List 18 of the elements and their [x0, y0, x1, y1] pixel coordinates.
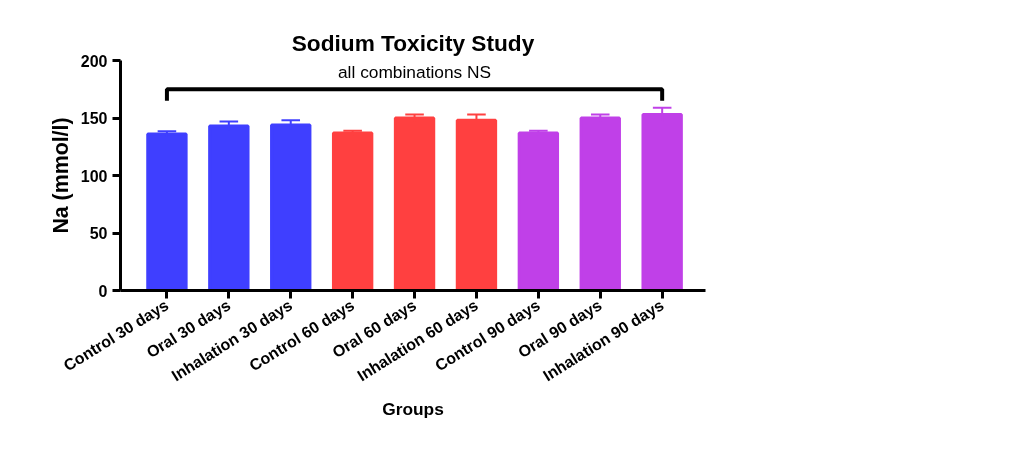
bar [517, 131, 560, 291]
y-tick-label: 50 [89, 225, 108, 242]
bar [270, 123, 312, 291]
bar [393, 116, 436, 291]
y-tick-label: 100 [80, 167, 108, 185]
y-tick-label: 0 [98, 282, 108, 300]
annotation: all combinations NS [337, 62, 492, 83]
x-axis-title: Groups [382, 399, 444, 420]
bar [208, 124, 250, 291]
bar [579, 116, 621, 291]
bar [331, 131, 374, 291]
chart-title: Sodium Toxicity Study [291, 29, 535, 56]
bar [641, 113, 683, 291]
bar [455, 118, 498, 291]
y-axis-title: Na (mmol/l) [48, 117, 73, 234]
y-tick-label: 150 [80, 110, 108, 127]
y-tick-label: 200 [80, 52, 108, 70]
bar [146, 132, 188, 291]
